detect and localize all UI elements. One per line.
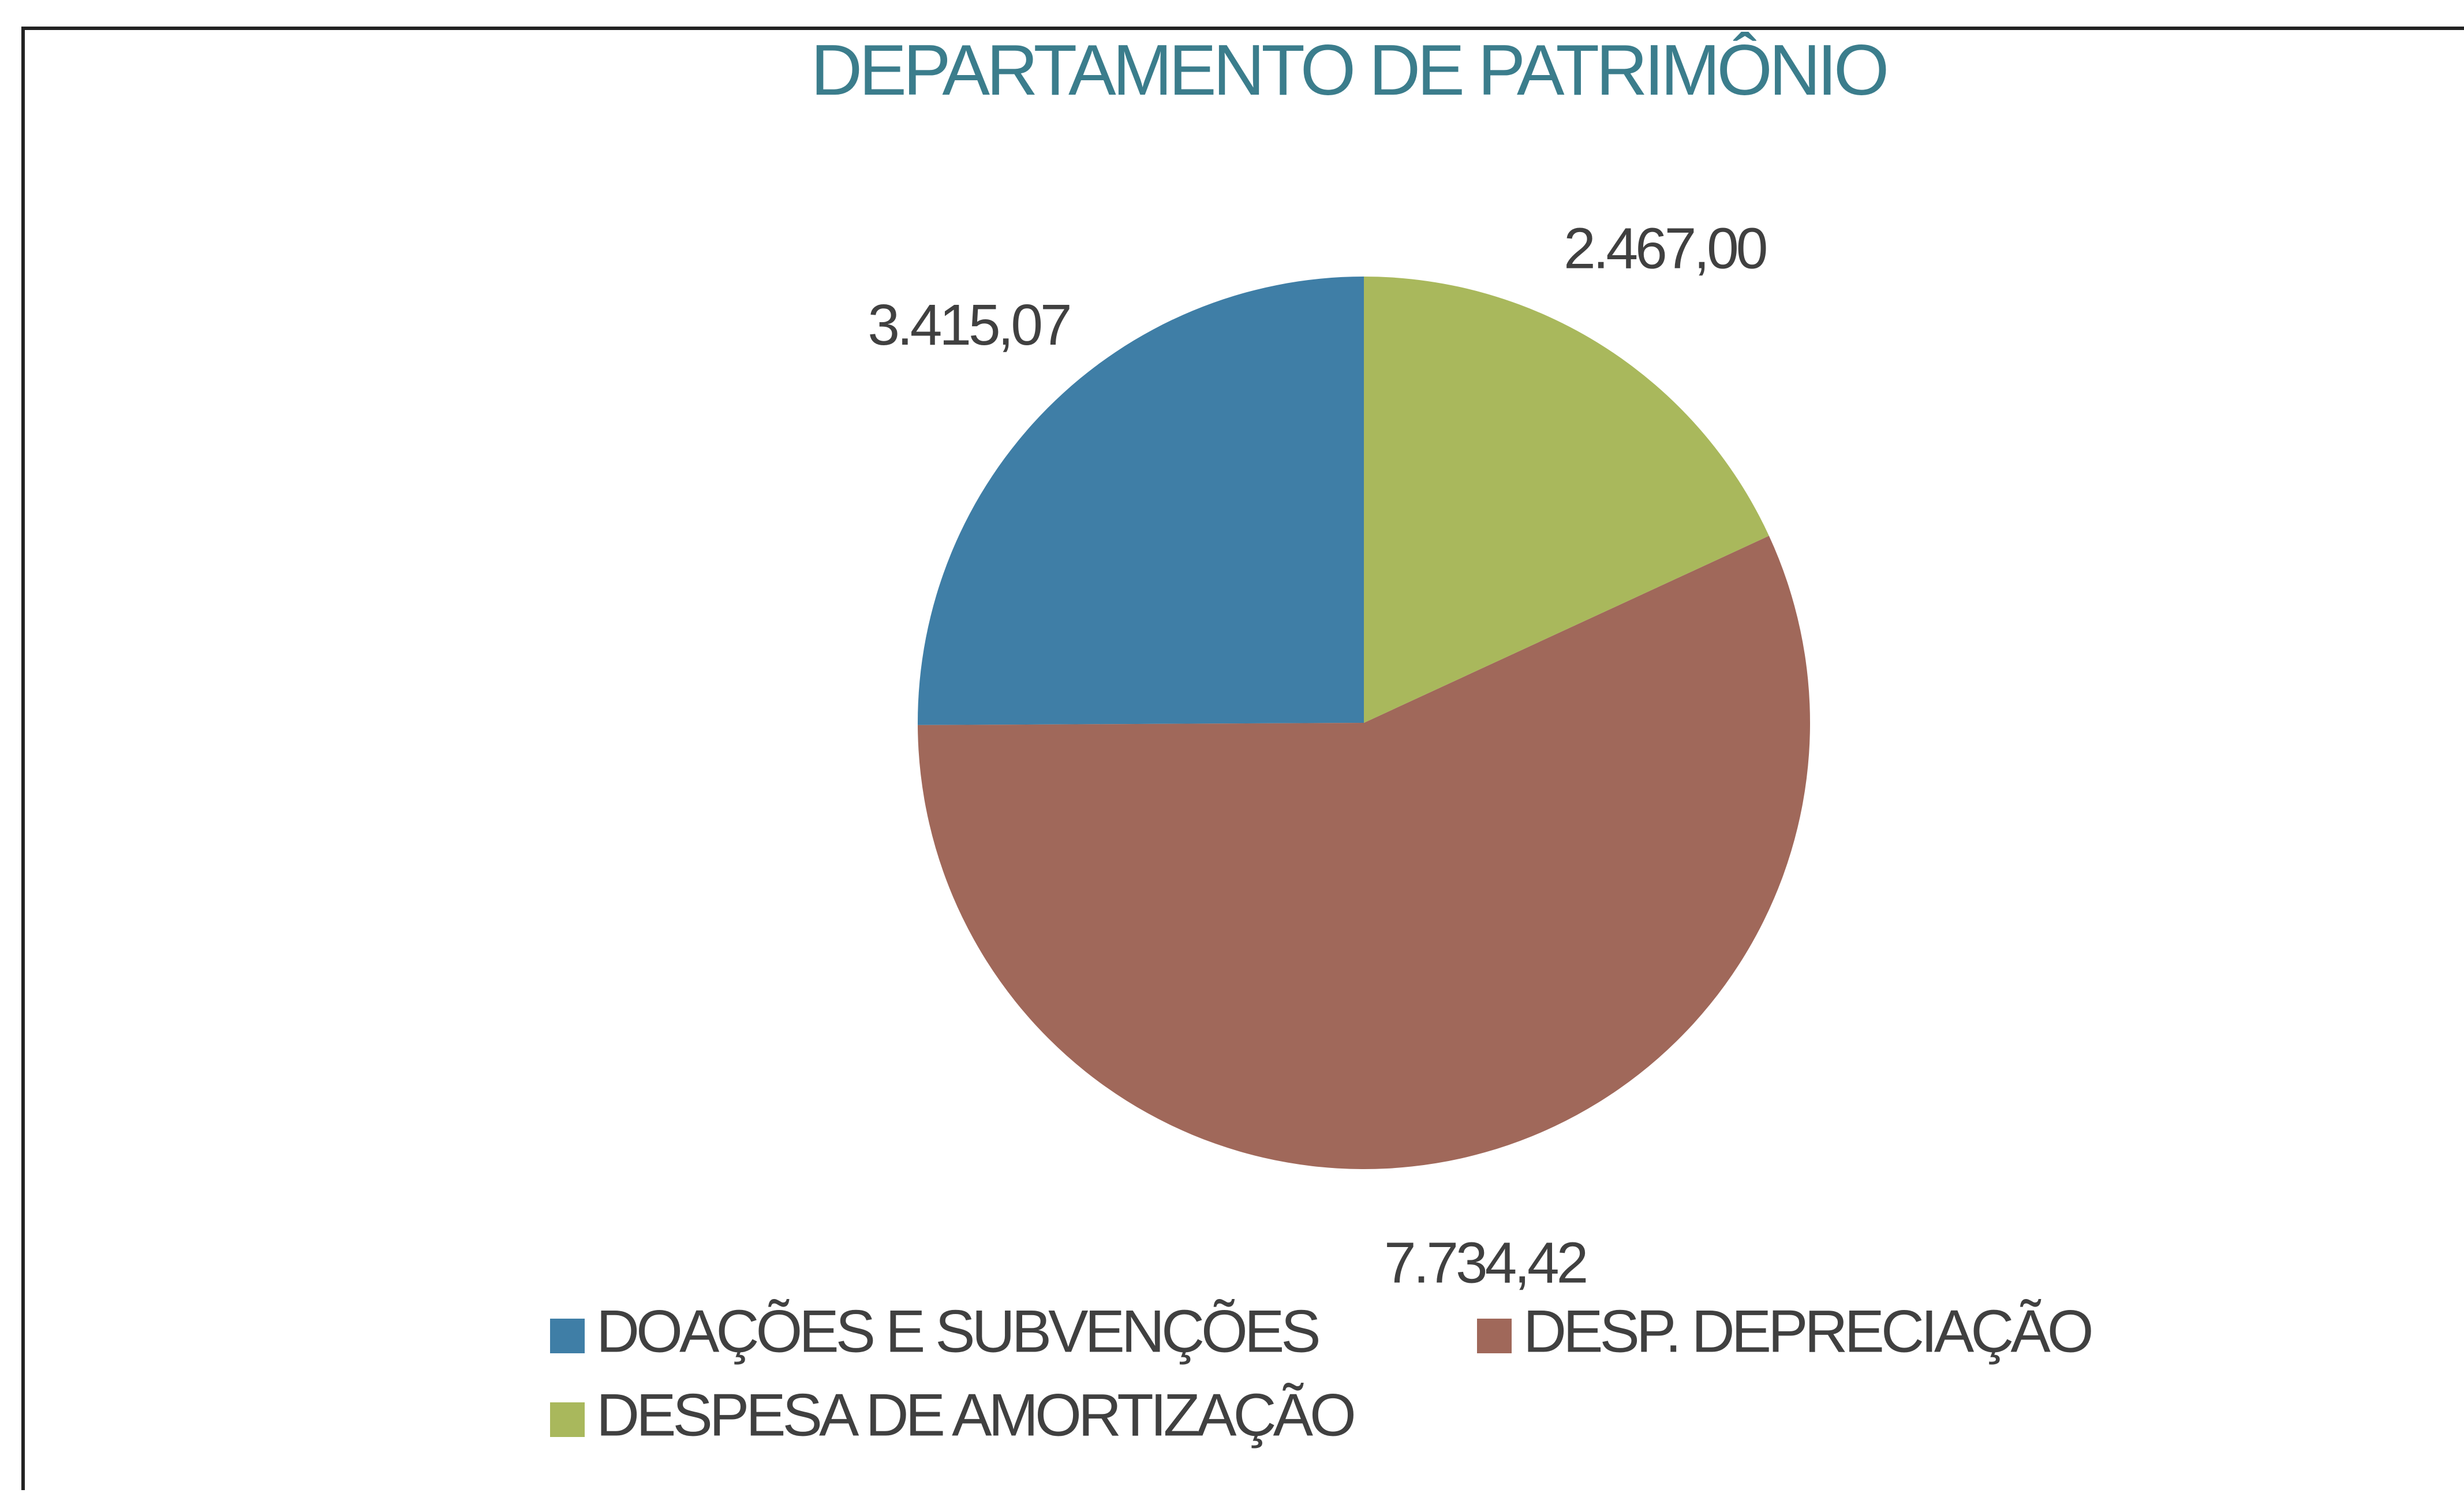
data-label: 3.415,07 <box>868 293 1070 357</box>
legend-swatch <box>550 1402 585 1437</box>
frame <box>21 27 2464 1490</box>
chart-title: DEPARTAMENTO DE PATRIMÔNIO <box>811 31 1886 110</box>
legend-label: DESP. DEPRECIAÇÃO <box>1523 1298 2091 1365</box>
legend-swatch <box>1477 1319 1512 1353</box>
legend-swatch <box>550 1319 585 1353</box>
legend-label: DOAÇÕES E SUBVENÇÕES <box>596 1298 1318 1365</box>
data-label: 7.734,42 <box>1384 1231 1586 1296</box>
legend-label: DESPESA DE AMORTIZAÇÃO <box>596 1382 1353 1449</box>
data-label: 2.467,00 <box>1564 217 1766 281</box>
pie-slice <box>1364 276 1769 723</box>
pie-slice <box>918 536 1810 1170</box>
pie-slice <box>918 277 1364 725</box>
